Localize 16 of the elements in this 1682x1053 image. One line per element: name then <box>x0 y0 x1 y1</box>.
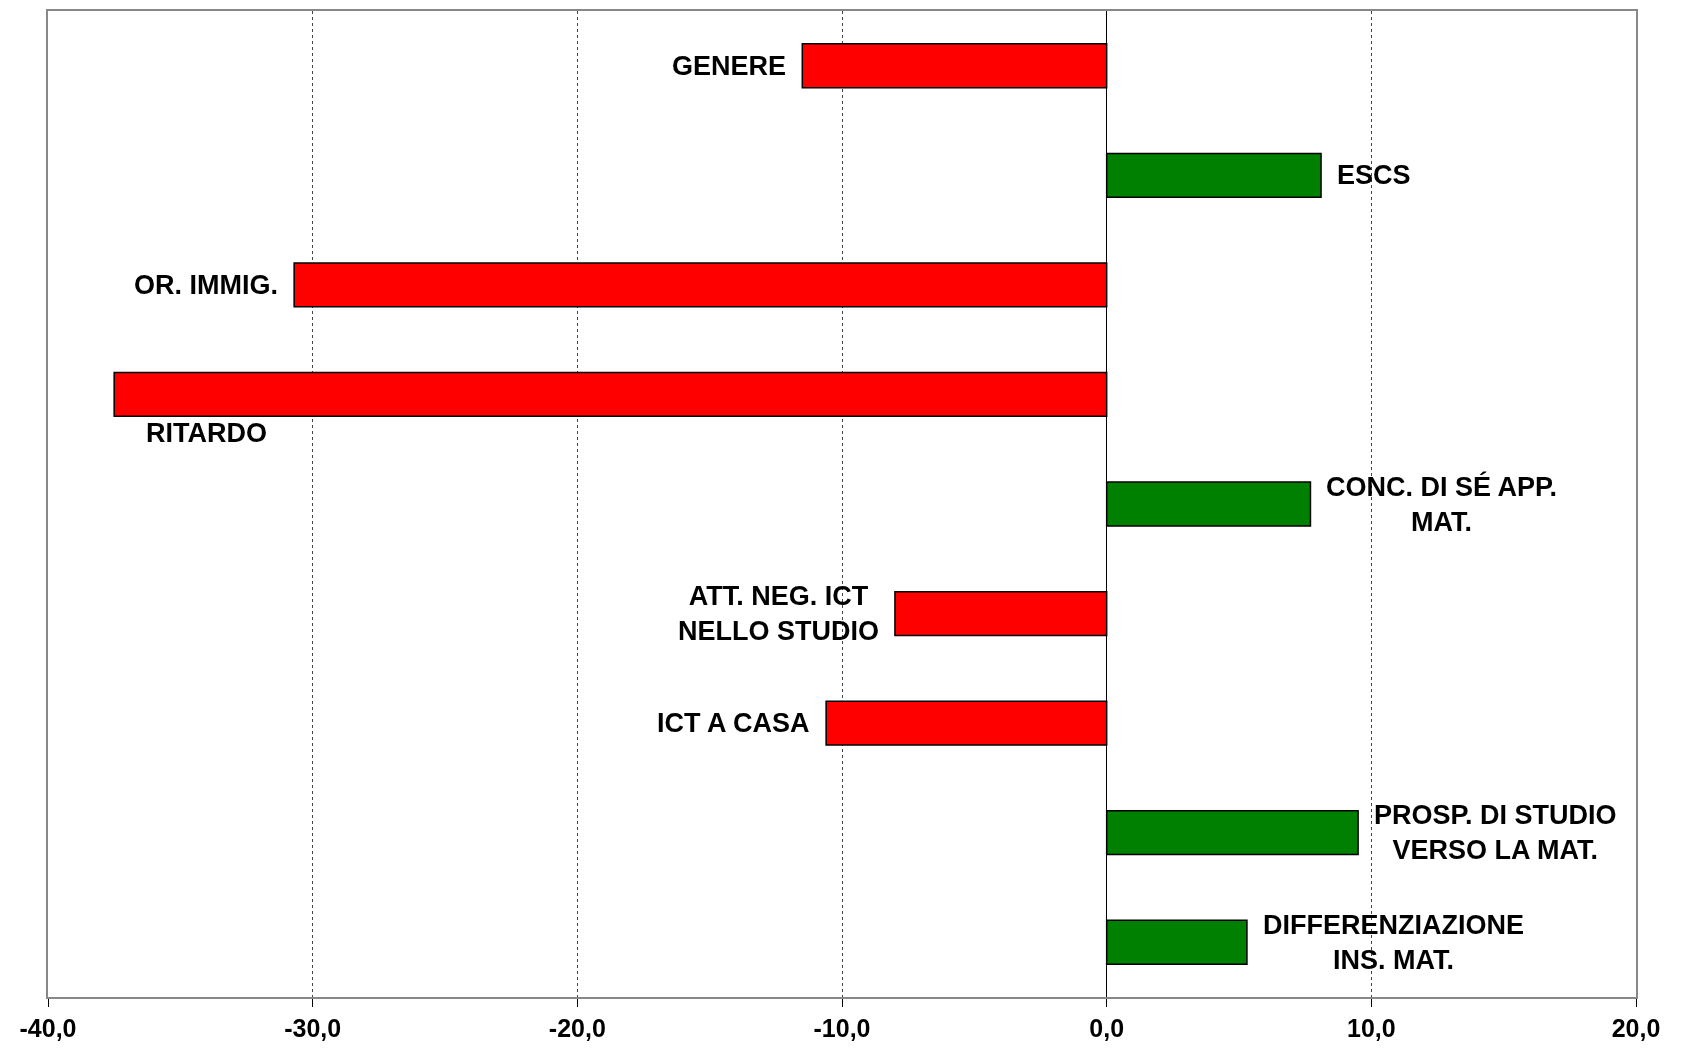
x-tick-label: 0,0 <box>1089 1014 1125 1042</box>
y-tick-label: CONC. DI SÉ APP. MAT. <box>1326 471 1558 538</box>
x-tick-label: -20,0 <box>548 1014 606 1042</box>
y-tick-label: ESCS <box>1337 160 1411 190</box>
y-tick-label: ATT. NEG. ICT NELLO STUDIO <box>678 581 879 647</box>
y-tick-label: GENERE <box>672 51 787 81</box>
y-tick-label: ICT A CASA <box>657 708 810 738</box>
y-tick-label: DIFFERENZIAZIONE INS. MAT. <box>1263 910 1524 976</box>
x-tick-label: -10,0 <box>813 1014 871 1042</box>
x-tick-label: -30,0 <box>284 1014 342 1042</box>
x-tick-label: 20,0 <box>1611 1014 1661 1042</box>
y-tick-label: OR. IMMIG. <box>134 270 278 300</box>
y-tick-label: PROSP. DI STUDIO VERSO LA MAT. <box>1374 800 1617 866</box>
x-tick-label: -40,0 <box>19 1014 77 1042</box>
y-tick-label: RITARDO <box>146 418 267 448</box>
x-tick-label: 10,0 <box>1346 1014 1396 1042</box>
